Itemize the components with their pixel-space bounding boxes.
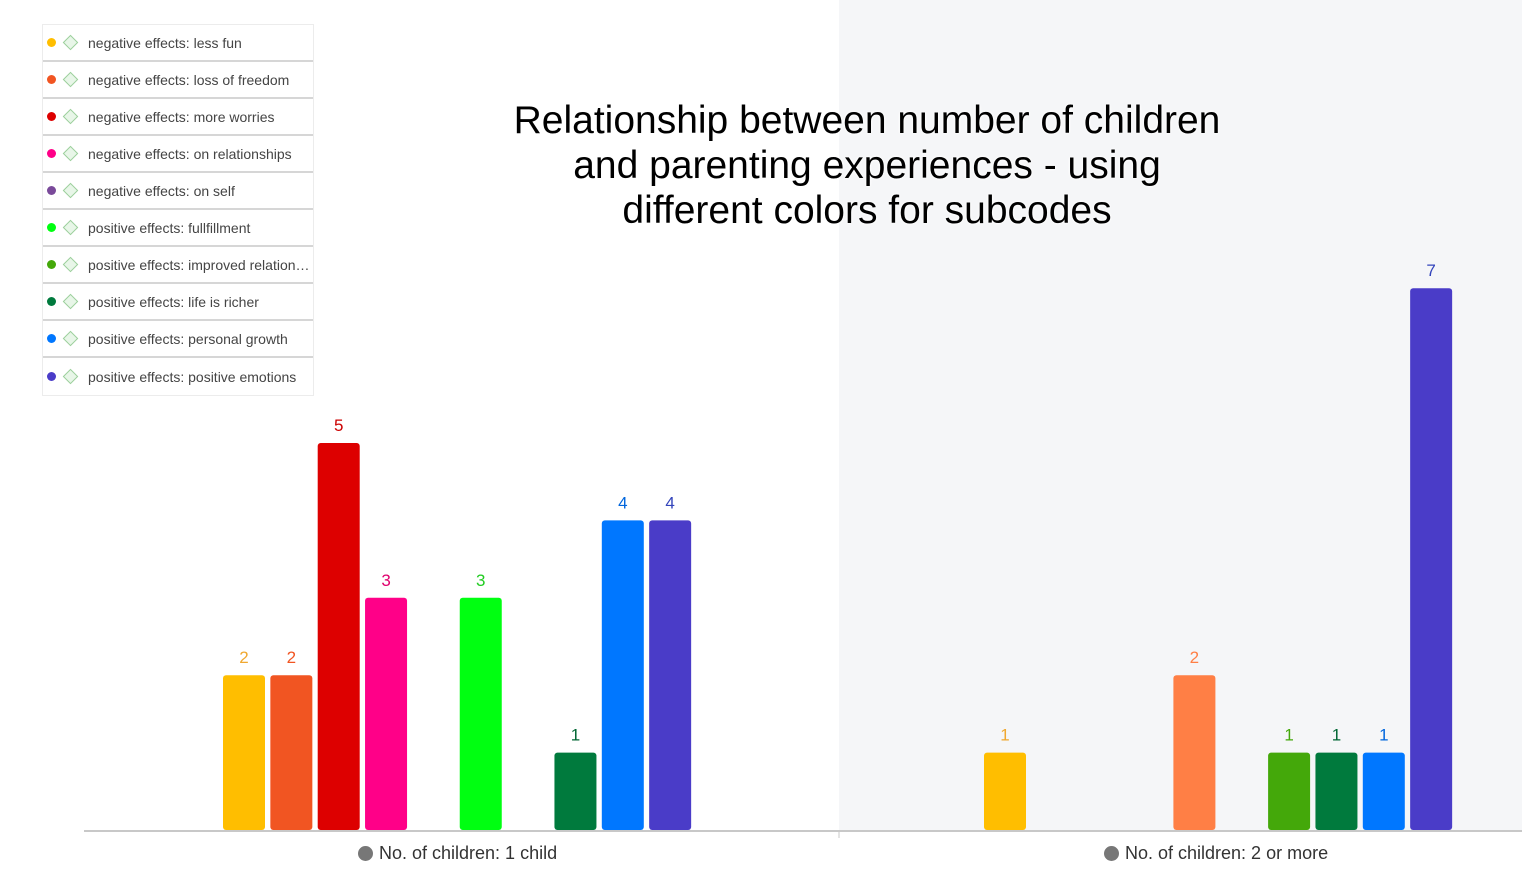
data-label: 7 xyxy=(1426,261,1435,280)
bar[interactable] xyxy=(317,443,360,830)
legend: negative effects: less fun negative effe… xyxy=(42,24,314,396)
data-label: 2 xyxy=(287,648,296,667)
data-label: 3 xyxy=(476,571,485,590)
legend-item[interactable]: negative effects: on relationships xyxy=(43,136,313,173)
legend-item[interactable]: negative effects: on self xyxy=(43,173,313,210)
diamond-icon xyxy=(62,368,79,385)
diamond-icon xyxy=(62,293,79,310)
legend-label: positive effects: fullfillment xyxy=(88,219,251,236)
legend-item[interactable]: positive effects: positive emotions xyxy=(43,358,313,395)
legend-item[interactable]: negative effects: loss of freedom xyxy=(43,62,313,99)
category-label-text: No. of children: 2 or more xyxy=(1125,843,1329,863)
legend-label: negative effects: on relationships xyxy=(88,145,292,162)
data-label: 1 xyxy=(1379,726,1388,745)
title-line: Relationship between number of children xyxy=(513,99,1221,142)
diamond-icon xyxy=(62,330,79,347)
legend-label: negative effects: loss of freedom xyxy=(88,71,290,88)
data-label: 1 xyxy=(1284,726,1293,745)
title-line: and parenting experiences - using xyxy=(573,144,1161,187)
data-label: 5 xyxy=(334,416,343,435)
category-label-text: No. of children: 1 child xyxy=(379,843,558,863)
diamond-icon xyxy=(62,71,79,88)
legend-dot xyxy=(47,186,56,195)
legend-dot xyxy=(47,372,56,381)
bar[interactable] xyxy=(1173,675,1216,830)
bar[interactable] xyxy=(1315,752,1358,830)
legend-dot xyxy=(47,223,56,232)
data-label: 4 xyxy=(665,493,674,512)
bar[interactable] xyxy=(1362,752,1405,830)
legend-item[interactable]: negative effects: less fun xyxy=(43,25,313,62)
legend-dot xyxy=(47,297,56,306)
diamond-icon xyxy=(62,182,79,199)
category-label-2-or-more: No. of children: 2 or more xyxy=(1104,843,1328,864)
legend-label: negative effects: less fun xyxy=(88,34,242,51)
title-line: different colors for subcodes xyxy=(622,189,1112,232)
bar[interactable] xyxy=(365,597,408,830)
legend-item[interactable]: positive effects: life is richer xyxy=(43,284,313,321)
bar[interactable] xyxy=(984,752,1026,830)
data-label: 3 xyxy=(381,571,390,590)
legend-dot xyxy=(47,334,56,343)
data-label: 4 xyxy=(618,493,627,512)
legend-label: positive effects: improved relations... xyxy=(88,256,313,273)
bar[interactable] xyxy=(459,597,502,830)
data-label: 1 xyxy=(1000,726,1009,745)
bar[interactable] xyxy=(223,675,265,830)
category-dot-icon xyxy=(1104,846,1119,861)
legend-dot xyxy=(47,112,56,121)
legend-item[interactable]: positive effects: personal growth xyxy=(43,321,313,358)
legend-dot xyxy=(47,38,56,47)
legend-label: positive effects: life is richer xyxy=(88,293,259,310)
chart-title: Relationship between number of children … xyxy=(497,98,1237,233)
bar[interactable] xyxy=(649,520,692,830)
legend-dot xyxy=(47,149,56,158)
legend-label: positive effects: personal growth xyxy=(88,330,288,347)
data-label: 2 xyxy=(239,648,248,667)
legend-label: positive effects: positive emotions xyxy=(88,368,297,385)
data-label: 1 xyxy=(571,726,580,745)
legend-dot xyxy=(47,75,56,84)
category-dot-icon xyxy=(358,846,373,861)
legend-item[interactable]: positive effects: fullfillment xyxy=(43,210,313,247)
category-label-1-child: No. of children: 1 child xyxy=(358,843,557,864)
legend-label: negative effects: more worries xyxy=(88,108,275,125)
bar[interactable] xyxy=(554,752,597,830)
bar[interactable] xyxy=(1410,288,1453,830)
data-label: 2 xyxy=(1190,648,1199,667)
diamond-icon xyxy=(62,108,79,125)
bar[interactable] xyxy=(270,675,313,830)
diamond-icon xyxy=(62,256,79,273)
bar[interactable] xyxy=(1268,752,1311,830)
diamond-icon xyxy=(62,219,79,236)
bar[interactable] xyxy=(601,520,644,830)
diamond-icon xyxy=(62,145,79,162)
diamond-icon xyxy=(62,34,79,51)
legend-label: negative effects: on self xyxy=(88,182,235,199)
data-label: 1 xyxy=(1332,726,1341,745)
legend-item[interactable]: negative effects: more worries xyxy=(43,99,313,136)
legend-item[interactable]: positive effects: improved relations... xyxy=(43,247,313,284)
legend-dot xyxy=(47,260,56,269)
